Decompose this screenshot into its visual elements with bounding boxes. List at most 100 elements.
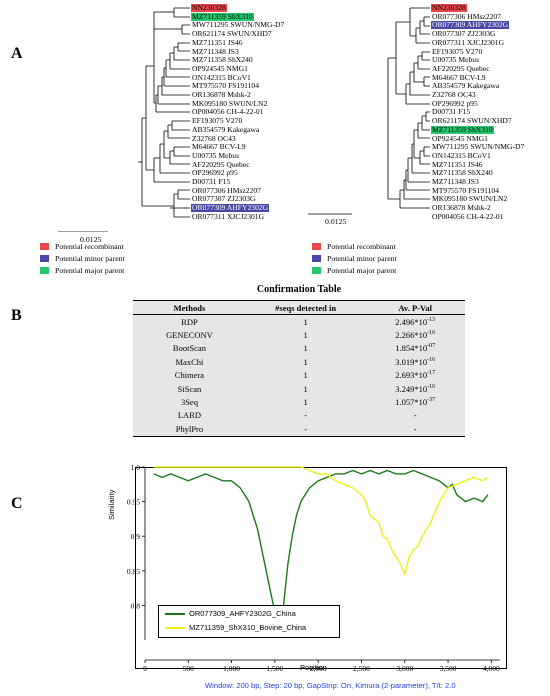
panel-label-a: A (11, 45, 23, 62)
tree-right (308, 7, 430, 215)
legend-item: Potential minor parent (312, 254, 397, 263)
table-row: 3Seq 1 1.057*10-37 (133, 395, 465, 408)
cell-method: PhylPro (175, 423, 204, 434)
cell-pval: 2.693*10-17 (395, 370, 436, 381)
cell-seqs: - (304, 423, 308, 434)
tree-leaf-label: MK095180 SWUN/LN2 (192, 98, 268, 108)
legend-item: Potential major parent (312, 266, 396, 275)
tree-leaf-label: U00735 Mebus (192, 150, 240, 160)
cell-pval: 2.496*10-13 (395, 316, 436, 327)
y-tick-label: 0.95 (127, 498, 140, 507)
series-line-shx310 (153, 466, 489, 577)
cell-pval: - (413, 423, 417, 434)
legend-label: Potential major parent (327, 266, 397, 275)
tree-leaf-label: Z32768 OC43 (192, 133, 236, 143)
header-seqs: #seqs detected in (275, 302, 337, 313)
cell-method: RDP (181, 316, 198, 327)
legend-line-yellow (165, 627, 185, 629)
cell-seqs: 1 (303, 343, 308, 354)
table-header-row: Methods #seqs detected in Av. P-Val (133, 300, 465, 315)
legend-line-green (165, 613, 185, 615)
x-tick-label: 1,000 (223, 664, 240, 673)
tree-leaf-label: OR077307 ZJ2303G (432, 29, 496, 39)
tree-leaf-label: OR077309 AHFY2302G (431, 20, 510, 30)
cell-method: GENECONV (166, 330, 213, 341)
table-row: Chimera 1 2.693*10-17 (133, 369, 465, 382)
y-tick-label: 0.8 (131, 601, 141, 610)
tree-leaf-label: OP296992 p95 (432, 98, 478, 108)
tree-leaf-label: ON142315 BCoV1 (192, 72, 251, 82)
tree-leaf-label: OR077306 HMsz2207 (192, 185, 261, 195)
tree-leaf-label: MT975570 FS191104 (432, 185, 500, 195)
header-methods: Methods (173, 302, 206, 313)
legend-swatch (312, 243, 321, 250)
cell-seqs: 1 (303, 383, 308, 394)
tree-leaf-label: MW711295 SWUN/NMG-D7 (432, 142, 525, 152)
table-row: PhylPro - - (133, 422, 465, 437)
legend-item: Potential recombinant (40, 242, 124, 251)
scale-label-left: 0.0125 (80, 235, 102, 244)
tree-leaf-label: D00731 F15 (192, 177, 231, 186)
table-row: BootScan 1 1.854*10-07 (133, 342, 465, 355)
legend-swatch (40, 243, 49, 250)
tree-leaf-label: AB354579 Kakegawa (192, 124, 260, 134)
x-tick-label: 500 (183, 664, 195, 673)
tree-leaf-label: MK095180 SWUN/LN2 (432, 194, 508, 204)
cell-method: MaxChi (175, 356, 204, 367)
tree-leaf-label: OR077309 AHFY2302G (191, 203, 270, 213)
tree-leaf-label: MW711295 SWUN/NMG-D7 (192, 20, 285, 30)
tree-leaf-label: OP924545 NMG1 (432, 133, 488, 143)
cell-method: LARD (177, 410, 201, 421)
tree-leaf-label: OP924545 NMG1 (192, 63, 248, 73)
cell-pval: - (413, 410, 417, 421)
tree-leaf-label: NN230328 (191, 3, 227, 12)
tree-leaf-label: MT975570 FS191104 (192, 81, 260, 91)
tree-leaf-label: OR077311 XJCJ2301G (192, 211, 265, 221)
cell-seqs: 1 (303, 370, 308, 381)
tree-leaf-label: MZ711348 JS3 (192, 46, 239, 56)
tree-leaf-label: OR136878 Mshk-2 (192, 90, 251, 99)
cell-pval: 1.057*10-37 (395, 397, 436, 408)
cell-seqs: 1 (303, 356, 308, 367)
legend-swatch (312, 255, 321, 262)
table-row: LARD - - (133, 409, 465, 422)
y-axis-label: Similarity (107, 489, 116, 520)
x-tick-label: 3,000 (396, 664, 413, 673)
panel-label-b: B (11, 307, 22, 324)
cell-pval: 2.266*10-16 (395, 330, 436, 341)
tree-leaf-label: Z32768 OC43 (432, 90, 476, 99)
legend-series-1: OR077309_AHFY2302G_China (189, 609, 296, 618)
legend-label: Potential recombinant (55, 242, 124, 251)
legend-label: Potential major parent (55, 266, 125, 275)
tree-leaf-label: MZ711359 ShX310 (191, 11, 254, 21)
x-tick-label: 3,500 (440, 664, 457, 673)
tree-leaf-label: MZ711359 ShX310 (431, 124, 494, 134)
tree-leaf-label: OR136878 Mshk-2 (432, 203, 491, 213)
tree-leaf-label: ON142315 BCoV1 (432, 150, 491, 160)
confirmation-table: Methods #seqs detected in Av. P-Val RDP 1… (133, 300, 465, 437)
tree-leaf-label: EF193075 V270 (432, 46, 483, 56)
cell-method: 3Seq (180, 397, 198, 408)
legend-swatch (40, 267, 49, 274)
legend-series-2: MZ711359_ShX310_Bovine_China (189, 623, 307, 632)
tree-leaf-label: M64667 BCV-L9 (192, 142, 246, 152)
cell-pval: 1.854*10-07 (395, 343, 436, 354)
table-row: GENECONV 1 2.266*10-16 (133, 328, 465, 341)
x-tick-label: 4,000 (483, 664, 500, 673)
cell-method: SiScan (177, 383, 202, 394)
legend-item: Potential major parent (40, 266, 124, 275)
cell-method: Chimera (174, 370, 205, 381)
tree-leaf-label: AF220295 Quebec (192, 159, 250, 169)
series-line-ahfy2302g (153, 469, 489, 632)
tree-leaf-label: D00731 F15 (432, 107, 471, 117)
legend-swatch (40, 255, 49, 262)
x-tick-label: 1,500 (266, 664, 283, 673)
tree-leaf-label: OP296992 p95 (192, 168, 238, 178)
cell-method: BootScan (172, 343, 206, 354)
tree-leaf-label: EF193075 V270 (192, 116, 243, 126)
tree-leaf-label: MZ711351 JS46 (432, 159, 483, 169)
tree-left (58, 7, 190, 232)
table-row: MaxChi 1 3.019*10-16 (133, 355, 465, 368)
tree-leaf-label: OR077311 XJCJ2301G (432, 37, 505, 47)
tree-leaf-label: NN230328 (431, 3, 467, 12)
